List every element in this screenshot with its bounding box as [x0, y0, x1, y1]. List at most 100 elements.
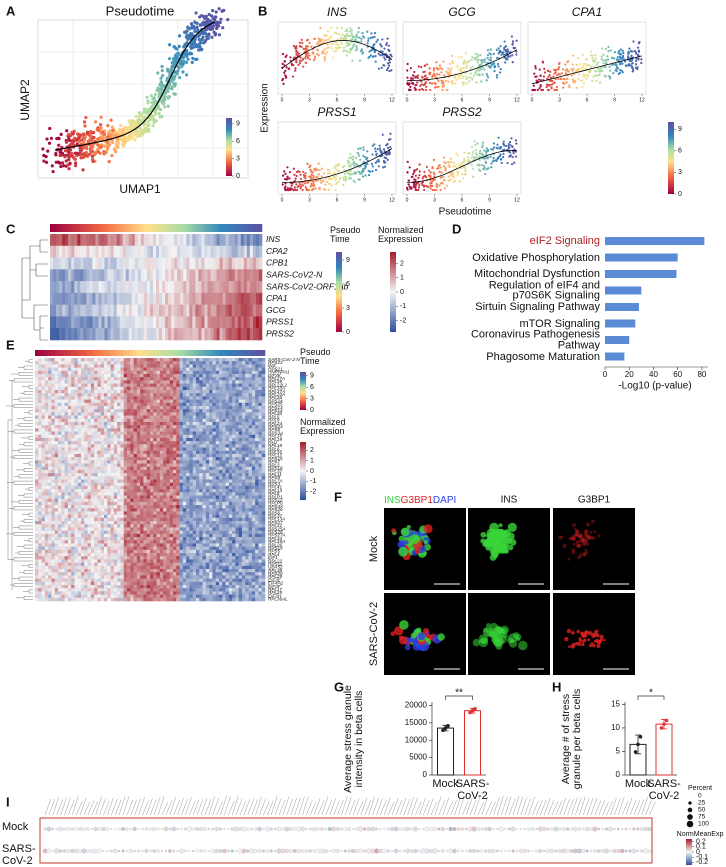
- expression-point: [323, 48, 326, 51]
- heatmap-cell: [242, 402, 246, 407]
- expression-point: [576, 57, 580, 60]
- y-axis-label: Expression: [260, 83, 271, 132]
- x-tick-label: 12: [389, 197, 395, 203]
- heatmap-cell: [207, 304, 211, 317]
- heatmap-cell: [199, 380, 203, 384]
- expression-point: [502, 152, 505, 155]
- umap-point: [189, 22, 194, 26]
- heatmap-cell: [74, 428, 79, 432]
- expression-point: [478, 73, 481, 76]
- heatmap-cell: [110, 316, 114, 329]
- expression-point: [375, 154, 378, 157]
- heatmap-cell: [186, 358, 190, 362]
- heatmap-cell: [81, 399, 85, 404]
- heatmap-cell: [61, 415, 65, 420]
- expression-point: [380, 150, 383, 153]
- expression-point: [618, 55, 622, 58]
- heatmap-cell: [153, 425, 157, 429]
- heatmap-cell: [80, 234, 84, 247]
- heatmap-cell: [64, 418, 69, 423]
- expression-point: [442, 175, 445, 179]
- expression-point: [538, 87, 541, 90]
- heatmap-cell: [140, 377, 144, 381]
- heatmap-cell: [98, 316, 102, 329]
- expression-point: [587, 63, 591, 67]
- expression-point: [509, 144, 512, 147]
- expression-point: [463, 173, 467, 176]
- expression-point: [452, 176, 455, 179]
- heatmap-cell: [90, 373, 95, 378]
- heatmap-cell: [95, 316, 99, 329]
- umap-point: [166, 69, 170, 73]
- expression-point: [348, 177, 351, 180]
- heatmap-cell: [113, 370, 118, 375]
- expression-point: [382, 166, 385, 169]
- expression-point: [512, 46, 515, 49]
- heatmap-cell: [87, 399, 92, 404]
- expression-point: [349, 35, 352, 38]
- heatmap-cell: [44, 428, 49, 432]
- expression-point: [423, 170, 426, 173]
- heatmap-cell: [248, 396, 253, 400]
- heatmap-cell: [130, 425, 134, 429]
- heatmap-cell: [89, 328, 93, 341]
- heatmap-cell: [150, 361, 154, 365]
- heatmap-cell: [183, 257, 187, 270]
- umap-point: [163, 95, 167, 99]
- expression-point: [561, 68, 565, 71]
- umap-point: [67, 167, 71, 171]
- expression-point: [486, 49, 490, 52]
- heatmap-cell: [81, 377, 85, 381]
- heatmap-cell: [258, 245, 263, 258]
- heatmap-cell: [61, 399, 65, 404]
- heatmap-cell: [196, 418, 200, 423]
- expression-point: [440, 79, 443, 82]
- heatmap-cell: [71, 409, 75, 413]
- heatmap-cell: [71, 399, 75, 404]
- expression-point: [374, 150, 377, 153]
- heatmap-cell: [179, 364, 184, 368]
- pseudotime-bar: [128, 224, 133, 232]
- heatmap-cell: [71, 316, 75, 329]
- expression-point: [349, 48, 353, 52]
- heatmap-cell: [150, 425, 154, 429]
- heatmap-cell: [210, 281, 214, 294]
- heatmap-cell: [238, 412, 243, 416]
- expression-point: [317, 54, 321, 57]
- expression-point: [308, 58, 311, 61]
- heatmap-cell: [251, 421, 256, 426]
- heatmap-cell: [231, 245, 236, 258]
- heatmap-cell: [202, 415, 207, 420]
- umap-point: [114, 150, 118, 154]
- expression-point: [627, 50, 630, 53]
- heatmap-cell: [225, 383, 230, 388]
- heatmap-cell: [195, 304, 199, 317]
- heatmap-cell: [258, 257, 263, 270]
- expression-point: [466, 160, 469, 163]
- heatmap-cell: [113, 364, 118, 368]
- heatmap-cell: [54, 377, 59, 381]
- heatmap-cell: [202, 389, 207, 394]
- heatmap-cell: [86, 269, 90, 282]
- heatmap-cell: [196, 361, 200, 365]
- expression-point: [558, 73, 562, 76]
- heatmap-cell: [182, 386, 187, 391]
- expression-point: [451, 82, 454, 85]
- pseudotime-bar: [104, 350, 108, 356]
- expression-point: [311, 51, 314, 54]
- heatmap-cell: [140, 373, 144, 378]
- heatmap-cell: [74, 257, 78, 270]
- expression-point: [379, 43, 382, 46]
- expression-point: [301, 170, 305, 173]
- heatmap-cell: [153, 402, 157, 407]
- heatmap-cell: [186, 418, 190, 423]
- expression-point: [604, 75, 607, 78]
- heatmap-cell: [192, 396, 197, 400]
- heatmap-cell: [215, 377, 220, 381]
- expression-point: [555, 85, 559, 89]
- pseudotime-bar: [195, 224, 199, 232]
- heatmap-cell: [199, 364, 203, 368]
- heatmap-cell: [199, 409, 203, 413]
- umap-point: [114, 131, 118, 135]
- heatmap-cell: [176, 396, 180, 400]
